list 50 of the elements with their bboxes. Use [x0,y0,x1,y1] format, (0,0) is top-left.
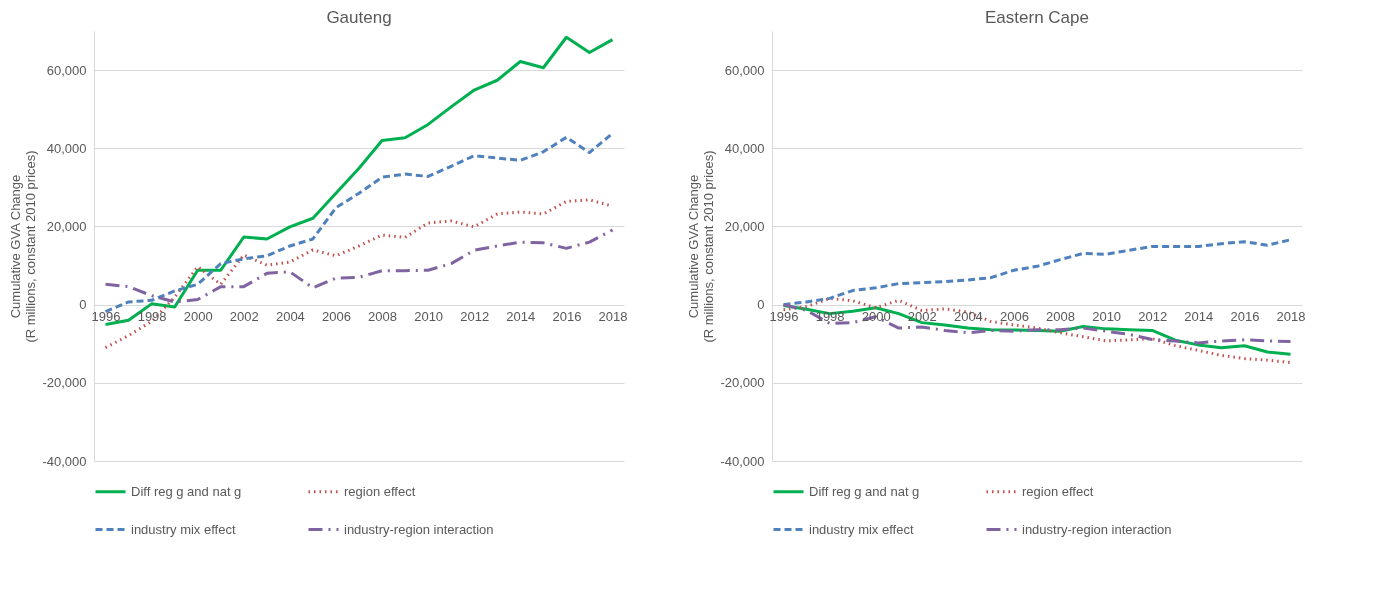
y-tick-label: 20,000 [724,218,765,234]
x-tick-label: 2006 [1000,309,1029,325]
chart-title: Gauteng [326,8,392,27]
y-tick-label: -20,000 [720,375,765,391]
x-tick-label: 2014 [506,309,536,325]
x-tick-label: 1996 [769,309,799,325]
x-tick-label: 2000 [183,309,213,325]
legend-label: industry mix effect [131,521,236,537]
x-tick-label: 2004 [275,309,305,325]
x-tick-label: 1998 [137,309,167,325]
x-tick-label: 2008 [368,309,397,325]
legend-label: industry mix effect [809,521,914,537]
legend-label: industry-region interaction [344,521,494,537]
x-tick-label: 2014 [1184,309,1214,325]
x-tick-label: 2010 [1092,309,1122,325]
y-tick-label: 0 [79,297,87,313]
x-tick-label: 2018 [598,309,628,325]
y-tick-label: 20,000 [46,218,87,234]
x-tick-label: 2016 [1230,309,1260,325]
y-tick-label: 60,000 [46,62,87,78]
y-tick-label: -40,000 [720,453,765,469]
x-tick-label: 2012 [460,309,490,325]
y-tick-label: 60,000 [724,62,765,78]
legend-label: region effect [344,483,416,499]
y-tick-label: -40,000 [42,453,87,469]
y-axis-title: Cumulative GVA Change (R millions, constant 2010 prices) [8,150,39,343]
x-tick-label: 2002 [229,309,259,325]
line-series [104,131,614,314]
y-tick-label: 40,000 [724,140,765,156]
x-tick-label: 1996 [91,309,121,325]
x-tick-label: 2018 [1276,309,1306,325]
y-tick-label: 0 [757,297,765,313]
legend-label: region effect [1022,483,1094,499]
y-tick-label: 40,000 [46,140,87,156]
legend-label: Diff reg g and nat g [131,483,242,499]
x-tick-label: 2012 [1138,309,1168,325]
legend-label: Diff reg g and nat g [809,483,920,499]
legend-label: industry-region interaction [1022,521,1172,537]
x-tick-label: 2002 [907,309,937,325]
y-tick-label: -20,000 [42,375,87,391]
x-tick-label: 2010 [414,309,444,325]
x-tick-label: 2004 [953,309,983,325]
x-tick-label: 2016 [552,309,582,325]
x-tick-label: 2006 [322,309,351,325]
chart-title: Eastern Cape [985,8,1089,27]
line-series [104,228,614,304]
line-series [782,238,1292,307]
y-axis-title: Cumulative GVA Change (R millions, constant 2010 prices) [686,150,717,343]
x-tick-label: 2000 [861,309,891,325]
x-tick-label: 2008 [1046,309,1075,325]
